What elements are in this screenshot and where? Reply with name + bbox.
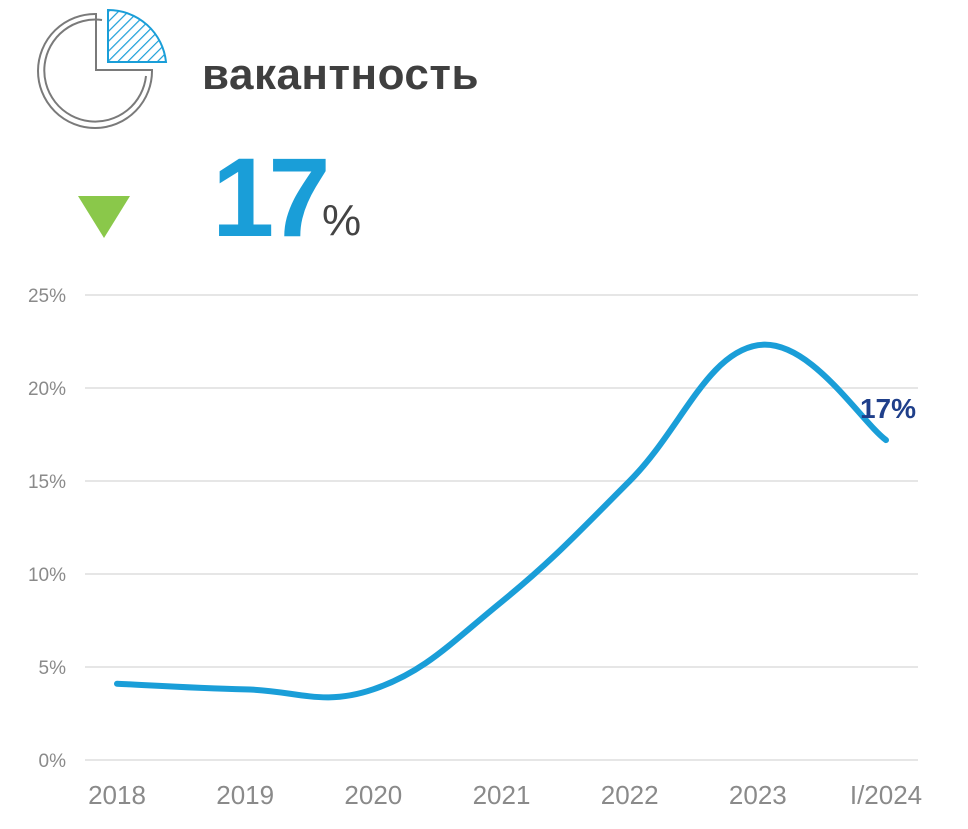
y-tick-label: 10% [28,565,66,586]
y-tick-label: 25% [28,286,66,307]
data-point [757,344,759,346]
data-point [372,688,374,690]
headline-value: 17 [212,135,331,260]
y-tick-label: 15% [28,472,66,493]
data-point [116,683,118,685]
x-tick-label: I/2024 [850,780,922,810]
x-tick-label: 2022 [601,780,659,810]
y-tick-label: 20% [28,379,66,400]
pie-chart-icon [37,8,168,129]
x-tick-label: 2019 [216,780,274,810]
x-tick-label: 2020 [344,780,402,810]
page-title: вакантность [202,50,479,99]
triangle-down-icon [78,196,130,238]
x-tick-label: 2023 [729,780,787,810]
data-point [629,480,631,482]
x-axis-labels: 2018 2019 2020 2021 2022 2023 I/2024 [88,780,922,810]
annotations: 17% [860,393,916,424]
series-layer [114,341,889,701]
series-line [114,341,889,701]
y-axis-labels: 0% 5% 10% 15% 20% 25% [28,286,66,772]
data-point [501,601,502,603]
headline-unit: % [322,196,362,245]
data-point [244,688,246,690]
x-tick-label: 2021 [473,780,531,810]
y-tick-label: 5% [39,658,67,679]
y-tick-label: 0% [39,751,67,772]
x-tick-label: 2018 [88,780,146,810]
vacancy-line-chart: 0% 5% 10% 15% 20% 25% 2018 2019 2020 2021 2022 202… [28,286,922,810]
data-point [885,439,887,441]
last-value-label: 17% [860,393,916,424]
grid-lines [85,294,918,761]
